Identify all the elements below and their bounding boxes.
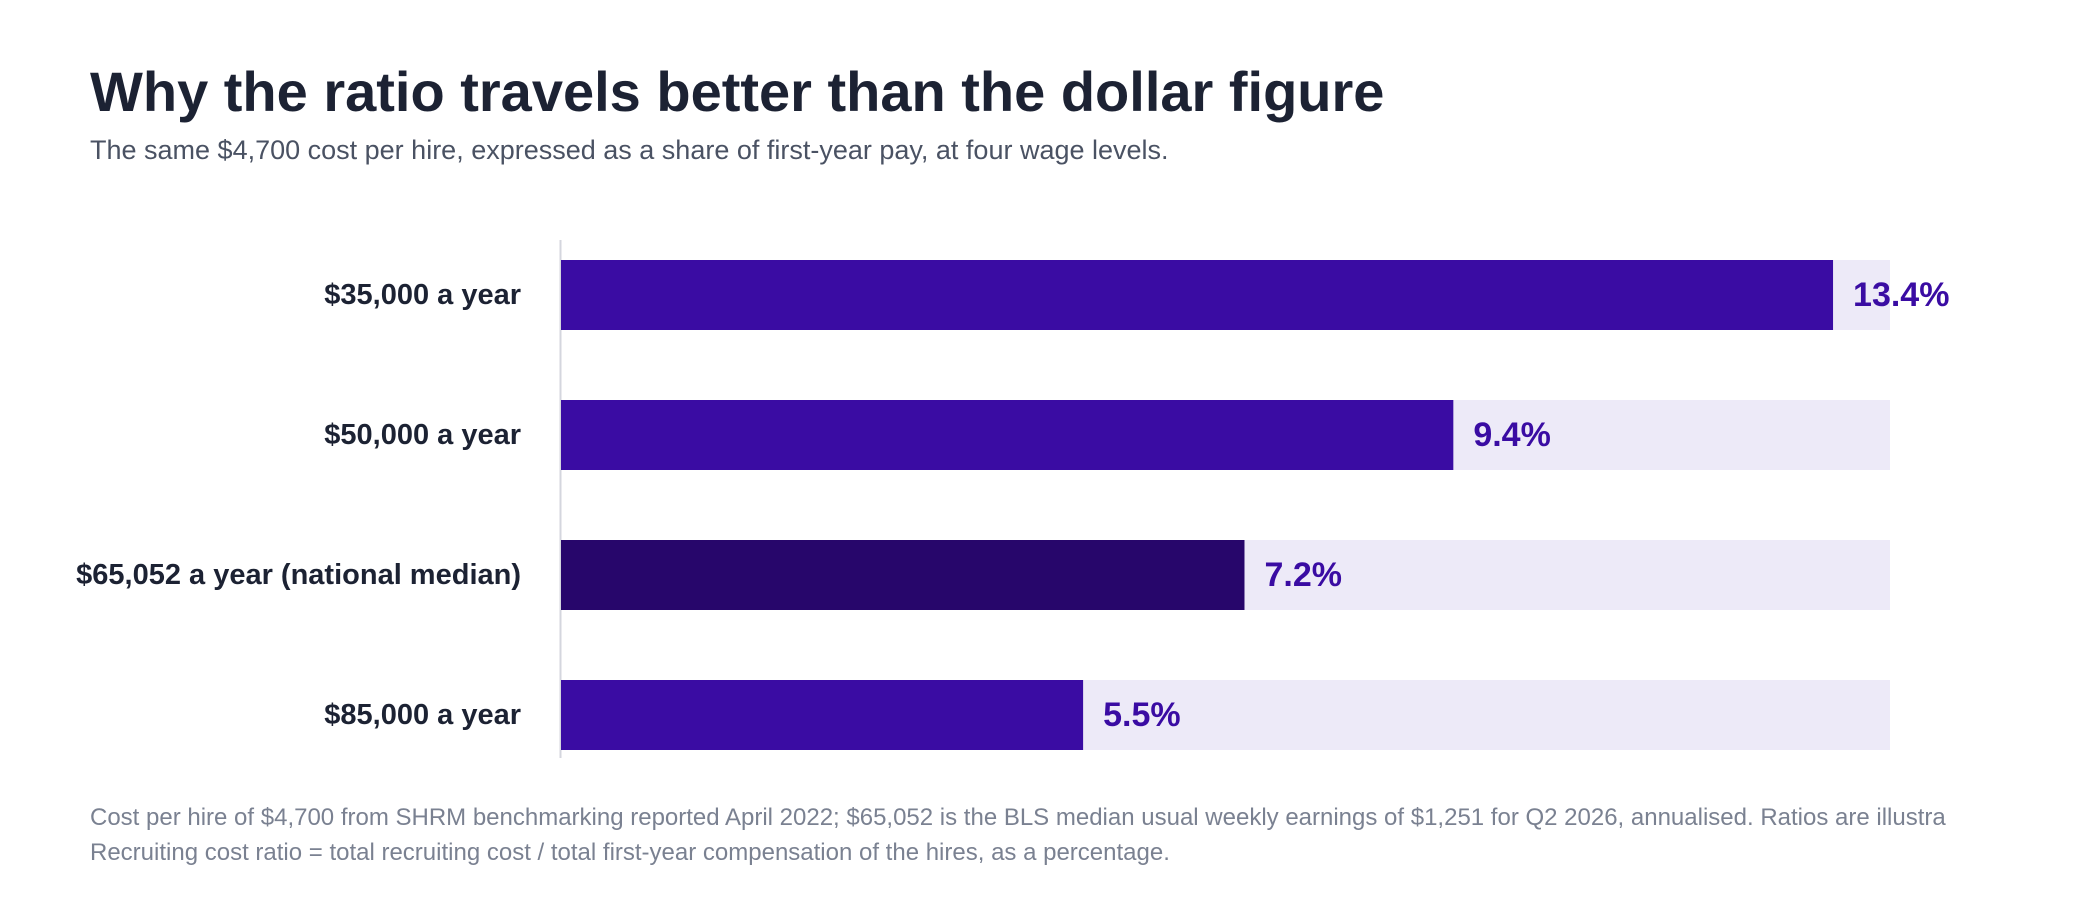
bars-layer: $35,000 a year 13.4% $50,000 a year 9.4% $65… xyxy=(76,240,1949,758)
chart-subtitle: The same $4,700 cost per hire, expressed… xyxy=(90,135,1169,165)
footnote-definition: Recruiting cost ratio = total recruiting… xyxy=(90,839,1170,866)
value-label: 7.2% xyxy=(1264,556,1342,594)
value-label: 5.5% xyxy=(1103,696,1181,734)
bar xyxy=(561,680,1084,750)
footnote: Cost per hire of $4,700 from SHRM benchm… xyxy=(90,800,2100,870)
footnote-source: Cost per hire of $4,700 from SHRM benchm… xyxy=(90,804,1946,831)
value-label: 9.4% xyxy=(1473,416,1551,454)
value-label: 13.4% xyxy=(1853,276,1949,314)
category-label: $65,052 a year (national median) xyxy=(76,559,521,591)
category-label: $85,000 a year xyxy=(324,699,521,731)
bar xyxy=(561,260,1834,330)
category-label: $50,000 a year xyxy=(324,419,521,451)
bar-highlight xyxy=(561,540,1245,610)
chart-title: Why the ratio travels better than the do… xyxy=(90,60,1385,123)
bar xyxy=(561,400,1454,470)
category-label: $35,000 a year xyxy=(324,279,521,311)
